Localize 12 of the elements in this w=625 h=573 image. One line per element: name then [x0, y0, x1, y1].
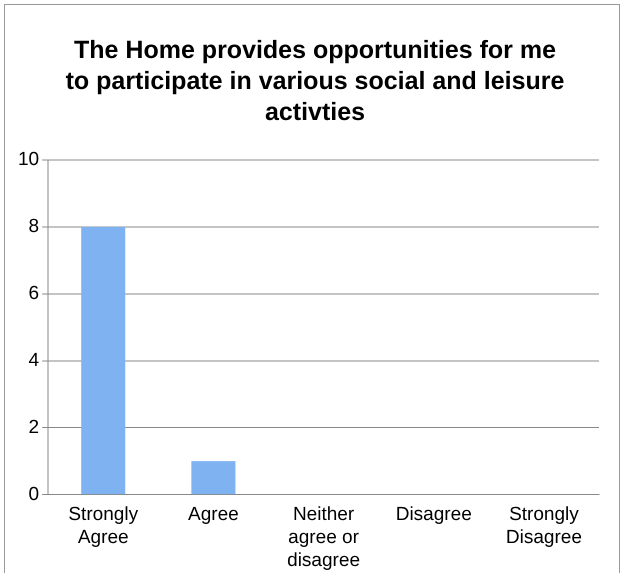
y-tick-label: 8	[28, 216, 40, 238]
y-tick-label: 0	[28, 484, 40, 505]
y-tick-label: 2	[28, 416, 40, 438]
y-tick-label: 4	[28, 350, 40, 371]
x-tick-label: Disagree	[396, 504, 472, 526]
y-tick-label: 10	[18, 149, 40, 170]
x-tick-label: Strongly Agree	[68, 504, 139, 548]
x-tick-label: Neither agree or disagree	[287, 504, 360, 571]
y-tick-label: 6	[28, 283, 40, 304]
chart-title: The Home provides opportunities for me to participate in various social and leisure activties	[65, 35, 565, 128]
x-tick-label: Strongly Disagree	[506, 504, 582, 548]
x-tick-label: Agree	[188, 504, 239, 526]
